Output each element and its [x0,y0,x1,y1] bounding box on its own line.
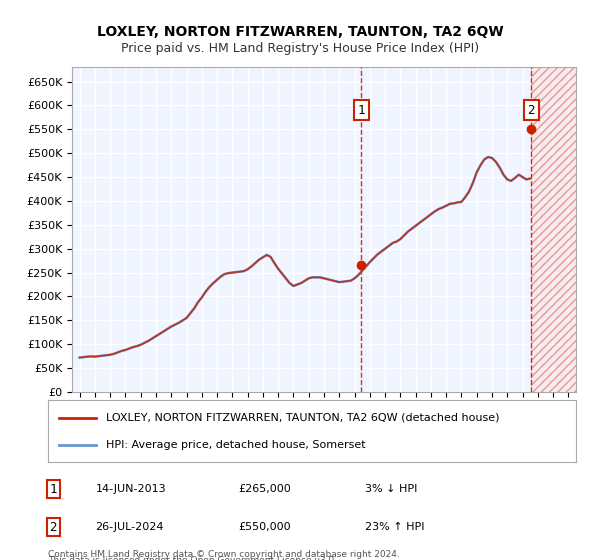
Text: HPI: Average price, detached house, Somerset: HPI: Average price, detached house, Some… [106,440,366,450]
Text: £265,000: £265,000 [238,484,291,494]
Text: 1: 1 [358,104,365,116]
Text: 1: 1 [50,483,57,496]
Text: Contains HM Land Registry data © Crown copyright and database right 2024.: Contains HM Land Registry data © Crown c… [48,550,400,559]
Text: LOXLEY, NORTON FITZWARREN, TAUNTON, TA2 6QW (detached house): LOXLEY, NORTON FITZWARREN, TAUNTON, TA2 … [106,413,500,423]
Text: LOXLEY, NORTON FITZWARREN, TAUNTON, TA2 6QW: LOXLEY, NORTON FITZWARREN, TAUNTON, TA2 … [97,25,503,39]
Text: 26-JUL-2024: 26-JUL-2024 [95,522,164,532]
Text: Price paid vs. HM Land Registry's House Price Index (HPI): Price paid vs. HM Land Registry's House … [121,42,479,55]
Text: 2: 2 [527,104,535,116]
Text: This data is licensed under the Open Government Licence v3.0.: This data is licensed under the Open Gov… [48,556,337,560]
Text: 3% ↓ HPI: 3% ↓ HPI [365,484,417,494]
Text: 23% ↑ HPI: 23% ↑ HPI [365,522,424,532]
Text: £550,000: £550,000 [238,522,291,532]
Text: 14-JUN-2013: 14-JUN-2013 [95,484,166,494]
Bar [531,67,576,392]
Text: 2: 2 [50,521,57,534]
